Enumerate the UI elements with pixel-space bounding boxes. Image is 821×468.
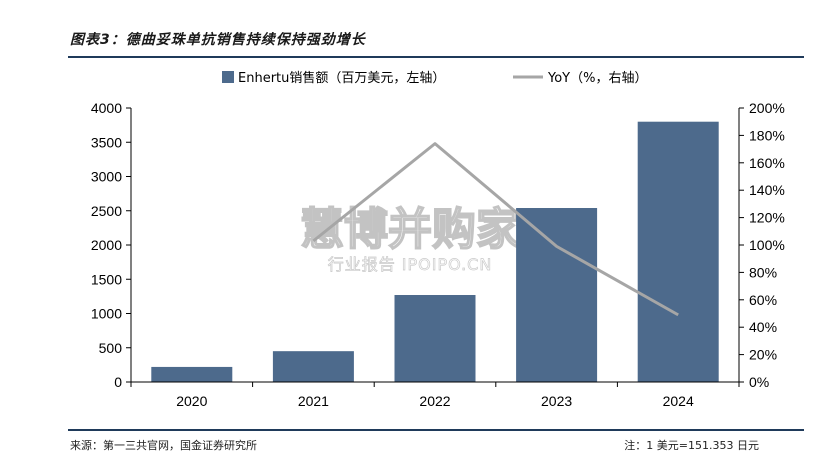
left-tick-label: 3000 [91, 169, 122, 185]
source-note: 来源：第一三共官网，国金证券研究所 [70, 439, 257, 452]
chart-title: 图表3：德曲妥珠单抗销售持续保持强劲增长 [70, 32, 366, 48]
top-rule [68, 56, 804, 58]
right-tick-label: 80% [749, 264, 777, 280]
right-tick-label: 0% [749, 374, 769, 390]
right-tick-label: 160% [749, 155, 785, 171]
left-tick-label: 2500 [91, 203, 122, 219]
left-tick-label: 0 [114, 374, 122, 390]
right-tick-label: 100% [749, 237, 785, 253]
currency-note: 注：1 美元=151.353 日元 [624, 439, 759, 452]
bar-2022 [394, 295, 476, 382]
left-tick-label: 2000 [91, 237, 122, 253]
left-tick-label: 1500 [91, 271, 122, 287]
x-tick-label: 2024 [663, 393, 694, 409]
right-tick-label: 200% [749, 100, 785, 116]
bar-2020 [151, 366, 233, 382]
right-tick-label: 140% [749, 182, 785, 198]
x-tick-label: 2021 [298, 393, 329, 409]
bar-2023 [516, 208, 598, 382]
bottom-rule [68, 429, 804, 431]
left-tick-label: 4000 [91, 100, 122, 116]
bar-series [151, 121, 719, 382]
bar-2021 [272, 351, 354, 382]
right-tick-label: 60% [749, 292, 777, 308]
line-series [312, 142, 679, 317]
x-tick-label: 2020 [176, 393, 207, 409]
right-tick-label: 180% [749, 127, 785, 143]
legend: Enhertu销售额（百万美元，左轴） YoY（%，右轴） [222, 70, 647, 86]
x-tick-label: 2023 [541, 393, 572, 409]
right-tick-label: 20% [749, 347, 777, 363]
watermark-subtext: 行业报告 IPOIPO.CN [328, 255, 493, 274]
axes: 0 500 1000 1500 2000 2500 3000 3500 4000 0% 20% 40%… [91, 100, 785, 409]
legend-bar-label: Enhertu销售额（百万美元，左轴） [238, 70, 445, 86]
left-tick-label: 500 [99, 340, 123, 356]
yoy-line [312, 142, 679, 317]
watermark-logo: 慧博并购家 [300, 204, 520, 255]
bar-2024 [637, 121, 719, 382]
left-tick-label: 1000 [91, 306, 122, 322]
right-tick-label: 120% [749, 210, 785, 226]
watermark: 慧博并购家 行业报告 IPOIPO.CN [299, 203, 521, 274]
legend-line-label: YoY（%，右轴） [547, 71, 647, 86]
right-tick-label: 40% [749, 319, 777, 335]
legend-bar-swatch [222, 71, 234, 83]
left-tick-label: 3500 [91, 134, 122, 150]
x-tick-label: 2022 [419, 393, 450, 409]
